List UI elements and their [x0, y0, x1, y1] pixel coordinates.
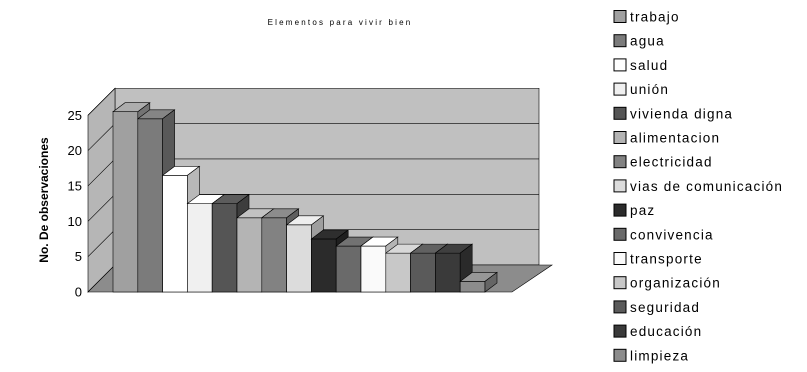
legend-swatch	[613, 10, 627, 23]
bar-front	[187, 203, 213, 293]
bar-front	[211, 203, 238, 293]
bar-front	[311, 238, 337, 293]
y-tick-label: 15	[68, 178, 82, 193]
y-tick-label: 0	[75, 285, 82, 300]
legend-item: salud	[613, 58, 668, 73]
gridline	[87, 87, 539, 116]
chart-title: Elementos para vivir bien	[268, 18, 413, 27]
legend-swatch	[613, 58, 627, 72]
legend-swatch	[613, 324, 627, 338]
legend-label: organización	[630, 276, 721, 291]
legend-item: educación	[613, 324, 702, 339]
legend-swatch	[613, 203, 627, 217]
legend-item: seguridad	[613, 300, 700, 315]
y-ticks: 0 5 10 15 20 25	[68, 108, 82, 300]
side-wall	[87, 87, 116, 293]
legend-swatch	[613, 82, 627, 96]
bar-front	[162, 175, 188, 293]
legend: trabajo agua salud unión vivienda digna alime…	[613, 10, 783, 363]
y-tick-label: 10	[68, 214, 82, 229]
legend-item: electricidad	[613, 155, 713, 170]
legend-swatch	[613, 155, 627, 169]
legend-swatch	[613, 34, 627, 48]
legend-swatch	[613, 348, 627, 362]
bar-front	[385, 252, 411, 293]
bar-front	[236, 217, 263, 293]
legend-item: alimentacion	[613, 131, 720, 146]
legend-label: paz	[630, 203, 655, 218]
legend-label: convivencia	[630, 227, 714, 242]
bar-side	[484, 271, 498, 293]
legend-swatch	[613, 276, 627, 290]
bars	[112, 102, 498, 293]
legend-item: organización	[613, 276, 721, 291]
legend-item: agua	[613, 34, 665, 49]
legend-item: vias de comunicación	[613, 179, 783, 194]
bar-front	[360, 245, 387, 293]
legend-label: salud	[630, 58, 668, 73]
legend-label: limpieza	[630, 348, 689, 363]
y-tick-label: 5	[75, 249, 82, 264]
legend-label: vivienda digna	[630, 106, 733, 121]
bar-front	[286, 224, 312, 293]
bar	[459, 271, 498, 293]
legend-label: electricidad	[630, 155, 713, 170]
bar-front	[335, 245, 362, 293]
legend-item: limpieza	[613, 348, 689, 363]
legend-item: unión	[613, 82, 669, 97]
y-tick-label: 25	[68, 108, 82, 123]
bar-front	[112, 111, 139, 293]
legend-label: trabajo	[630, 10, 680, 25]
legend-label: unión	[630, 82, 669, 97]
bar-front	[137, 118, 163, 293]
legend-swatch	[613, 131, 627, 144]
bar-front	[435, 252, 461, 293]
legend-label: educación	[630, 324, 702, 339]
legend-label: seguridad	[630, 300, 700, 315]
bar-front	[459, 281, 486, 293]
legend-item: vivienda digna	[613, 106, 733, 121]
y-tick-label: 20	[68, 143, 82, 158]
legend-label: vias de comunicación	[630, 179, 783, 194]
legend-label: transporte	[630, 252, 703, 267]
legend-item: trabajo	[613, 10, 680, 25]
bar-front	[410, 252, 436, 293]
legend-swatch	[613, 252, 627, 265]
bar-front	[261, 217, 287, 293]
legend-label: alimentacion	[630, 131, 720, 146]
legend-label: agua	[630, 34, 665, 49]
legend-swatch	[613, 227, 627, 241]
legend-item: paz	[613, 203, 655, 218]
legend-swatch	[613, 106, 627, 120]
legend-swatch	[613, 179, 627, 193]
legend-item: convivencia	[613, 227, 714, 242]
legend-swatch	[613, 300, 627, 314]
legend-item: transporte	[613, 252, 703, 267]
y-axis-label: No. De observaciones	[37, 137, 51, 263]
